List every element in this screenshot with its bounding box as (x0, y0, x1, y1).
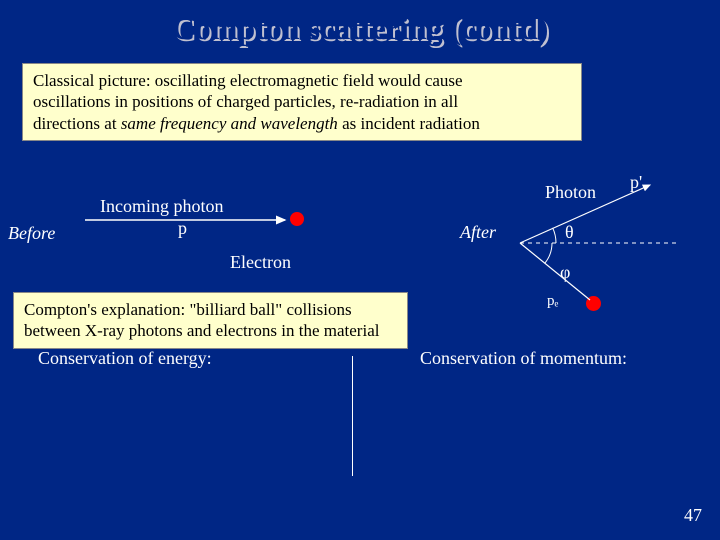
slide-title: Compton scattering (contd) (0, 0, 720, 47)
conservation-momentum-label: Conservation of momentum: (420, 348, 627, 369)
electron-dot-after (586, 296, 601, 311)
phi-label: φ (560, 262, 570, 283)
page-number: 47 (684, 505, 702, 526)
classical-picture-box: Classical picture: oscillating electroma… (22, 63, 582, 141)
classical-line3a: directions at (33, 114, 121, 133)
pe-label: pₑ (547, 293, 558, 310)
compton-line2: between X-ray photons and electrons in t… (24, 321, 379, 340)
before-label: Before (8, 223, 55, 244)
conservation-energy-label: Conservation of energy: (38, 348, 212, 369)
photon-dot-before (290, 212, 304, 226)
momentum-p-label: p (178, 218, 187, 239)
compton-explanation-box: Compton's explanation: "billiard ball" c… (13, 292, 408, 349)
classical-line1: Classical picture: oscillating electroma… (33, 71, 463, 90)
theta-arc (553, 228, 556, 243)
classical-line2: oscillations in positions of charged par… (33, 92, 458, 111)
classical-line3b: as incident radiation (338, 114, 480, 133)
scattered-electron-line (520, 243, 590, 300)
incoming-photon-label: Incoming photon (100, 196, 224, 217)
vertical-divider (352, 356, 353, 476)
electron-label: Electron (230, 252, 291, 273)
compton-line1: Compton's explanation: "billiard ball" c… (24, 300, 352, 319)
classical-line3-italic: same frequency and wavelength (121, 114, 338, 133)
theta-label: θ (565, 222, 574, 243)
p-prime-label: p' (630, 172, 642, 193)
after-label: After (460, 222, 496, 243)
phi-arc (545, 243, 552, 264)
photon-label: Photon (545, 182, 596, 203)
